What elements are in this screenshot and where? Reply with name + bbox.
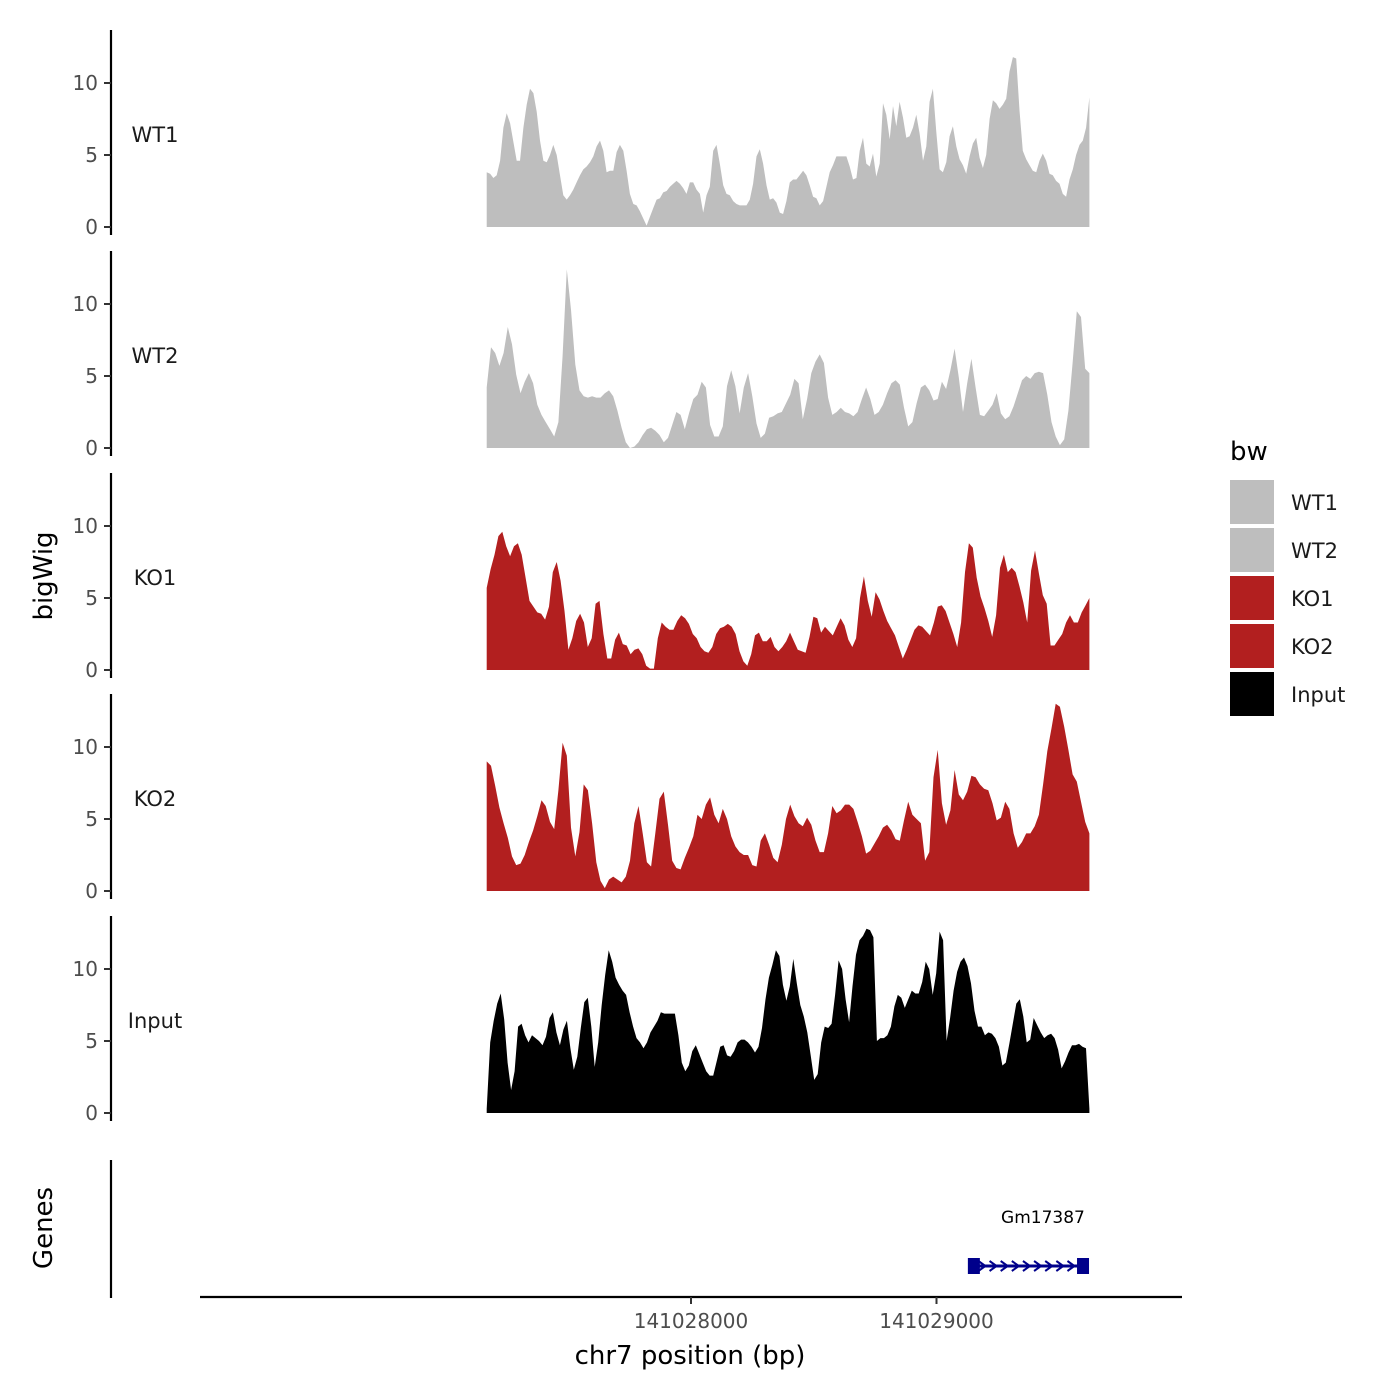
coverage-area-input <box>486 928 1090 1113</box>
coverage-area-wt1 <box>486 57 1090 227</box>
legend-swatch-ko1 <box>1230 576 1274 620</box>
x-tick-label: 141028000 <box>634 1309 749 1333</box>
strand-arrow-icon <box>977 1260 988 1272</box>
strand-arrow-icon <box>1033 1260 1043 1272</box>
legend-label-input: Input <box>1291 683 1345 707</box>
legend: bw WT1 WT2 KO1 KO2 Input <box>1230 437 1345 716</box>
coverage-area-wt2 <box>486 269 1090 448</box>
track-wt2: 0 5 10 WT2 <box>73 251 1090 460</box>
strand-arrow-icon <box>1000 1260 1010 1272</box>
strand-arrow-icon <box>1044 1260 1054 1272</box>
x-tick-label: 141029000 <box>879 1309 994 1333</box>
track-label: WT1 <box>132 123 179 147</box>
genes-panel: Gm17387 <box>109 1160 1090 1298</box>
strand-arrow-icon <box>1022 1260 1032 1272</box>
coverage-area-ko1 <box>486 531 1090 670</box>
y-tick-label: 10 <box>73 957 98 981</box>
y-tick-label: 0 <box>85 879 98 903</box>
legend-label-wt1: WT1 <box>1291 491 1338 515</box>
track-ko1: 0 5 10 KO1 <box>73 473 1090 682</box>
y-tick-label: 0 <box>85 1101 98 1125</box>
y-tick-label: 0 <box>85 436 98 460</box>
strand-arrow-icon <box>988 1260 999 1272</box>
genes-axis-title: Genes <box>29 1187 59 1269</box>
strand-arrow-icon <box>1011 1260 1021 1272</box>
legend-label-wt2: WT2 <box>1291 539 1338 563</box>
legend-label-ko2: KO2 <box>1291 635 1334 659</box>
y-tick-label: 0 <box>85 658 98 682</box>
y-tick-label: 5 <box>85 586 98 610</box>
y-tick-label: 10 <box>73 514 98 538</box>
coverage-area-ko2 <box>486 703 1090 891</box>
legend-label-ko1: KO1 <box>1291 587 1334 611</box>
track-wt1: 0 5 10 WT1 <box>73 30 1090 239</box>
y-tick-label: 10 <box>73 735 98 759</box>
y-tick-label: 10 <box>73 71 98 95</box>
x-axis-title: chr7 position (bp) <box>575 1341 806 1371</box>
y-tick-label: 0 <box>85 215 98 239</box>
track-label: WT2 <box>132 344 179 368</box>
track-ko2: 0 5 10 KO2 <box>73 694 1090 903</box>
gene-gm17387: Gm17387 <box>967 1208 1090 1274</box>
track-label: Input <box>128 1009 182 1033</box>
legend-swatch-ko2 <box>1230 624 1274 668</box>
y-tick-label: 10 <box>73 292 98 316</box>
legend-swatch-wt2 <box>1230 528 1274 572</box>
strand-arrow-icon <box>1055 1260 1066 1272</box>
gene-exon-end <box>1077 1258 1090 1274</box>
legend-swatch-input <box>1230 672 1274 716</box>
y-axis-title: bigWig <box>29 531 59 620</box>
gene-label: Gm17387 <box>1001 1208 1085 1228</box>
track-input: 0 5 10 Input <box>73 916 1090 1125</box>
track-label: KO2 <box>134 787 177 811</box>
track-label: KO1 <box>134 566 177 590</box>
y-tick-label: 5 <box>85 143 98 167</box>
y-tick-label: 5 <box>85 1029 98 1053</box>
y-tick-label: 5 <box>85 364 98 388</box>
strand-arrow-icon <box>1066 1260 1077 1272</box>
legend-swatch-wt1 <box>1230 480 1274 524</box>
legend-title: bw <box>1230 437 1268 467</box>
y-tick-label: 5 <box>85 807 98 831</box>
x-axis: 141028000 141029000 <box>200 1295 1182 1333</box>
bigwig-tracks: 0 5 10 WT1 0 5 10 WT2 0 5 10 KO1 0 5 10 KO2 0 5 10 Input <box>73 30 1090 1125</box>
gene-exon-start <box>967 1258 980 1274</box>
